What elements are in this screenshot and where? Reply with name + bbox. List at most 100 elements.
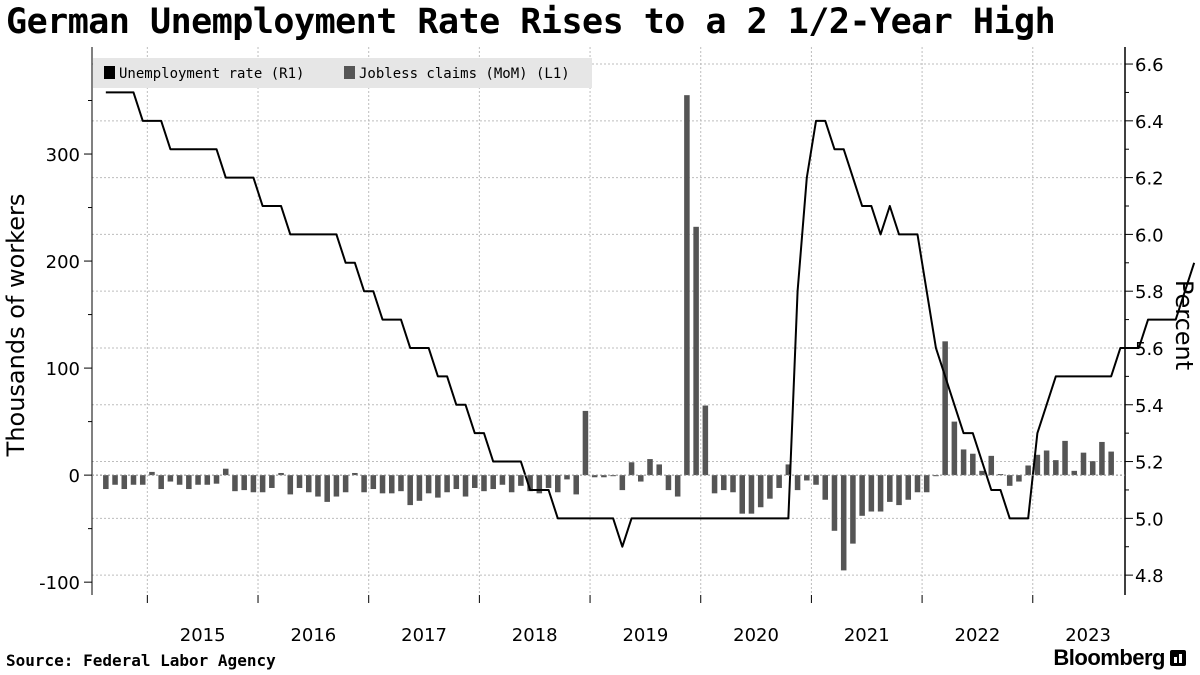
year-label: 2019 — [622, 625, 668, 646]
jobless-claims-bar — [564, 475, 570, 480]
left-axis-ticks: -100 0 100 200 300 — [39, 100, 92, 594]
jobless-claims-bar — [250, 475, 257, 493]
right-tick-label: 6.0 — [1135, 225, 1164, 246]
jobless-claims-bar — [1062, 440, 1068, 476]
jobless-claims-bar — [739, 475, 745, 514]
unemployment-rate-line — [105, 91, 1196, 548]
left-tick-label: 300 — [46, 145, 80, 166]
year-label: 2023 — [1065, 625, 1111, 646]
jobless-claims-bar — [767, 475, 773, 499]
jobless-claims-bar — [398, 475, 404, 492]
left-tick-label: 200 — [46, 252, 80, 273]
jobless-claims-bar — [647, 459, 653, 476]
year-label: 2017 — [401, 625, 447, 646]
jobless-claims-bar — [416, 475, 423, 501]
year-label: 2022 — [955, 625, 1001, 646]
jobless-claims-bar — [361, 475, 367, 493]
jobless-claims-bar — [997, 474, 1004, 476]
jobless-claims-bar — [370, 475, 377, 490]
jobless-claims-bar — [1108, 451, 1114, 476]
right-tick-label: 5.8 — [1135, 282, 1164, 303]
brand-name: Bloomberg — [1053, 645, 1165, 670]
jobless-claims-bar — [490, 475, 496, 490]
jobless-claims-bar — [278, 472, 284, 476]
legend-background — [93, 58, 592, 88]
jobless-claims-bar — [813, 475, 819, 485]
jobless-claims-bar — [656, 464, 662, 476]
legend-swatch-unemployment-rate — [104, 66, 115, 79]
jobless-claims-bar — [1080, 452, 1087, 476]
right-tick-label: 5.4 — [1135, 396, 1164, 417]
jobless-claims-bar — [619, 475, 626, 491]
jobless-claims-bar — [1006, 475, 1013, 486]
jobless-claims-bar — [472, 475, 478, 488]
jobless-claims-bar — [610, 475, 616, 477]
jobless-claims-bar — [721, 475, 727, 491]
jobless-claims-bar — [527, 475, 533, 492]
jobless-claims-bar — [444, 475, 450, 493]
jobless-claims-bar — [951, 421, 958, 476]
jobless-claims-bar — [536, 475, 543, 494]
jobless-claims-bar — [591, 475, 598, 478]
jobless-claims-bar — [850, 475, 856, 544]
jobless-claims-bar — [518, 475, 524, 486]
jobless-claims-bar — [213, 475, 220, 484]
jobless-claims-bar — [462, 475, 469, 497]
jobless-claims-bar — [702, 405, 709, 476]
right-tick-label: 5.2 — [1135, 453, 1164, 474]
jobless-claims-bar — [195, 475, 201, 485]
jobless-claims-bar — [435, 475, 441, 498]
right-axis-ticks: 4.8 5.0 5.2 5.4 5.6 5.8 6.0 6.2 6.4 6.6 — [1125, 55, 1164, 587]
jobless-claims-bar — [296, 475, 303, 488]
jobless-claims-bar — [1071, 470, 1078, 476]
bloomberg-logo: Bloomberg — [1053, 645, 1186, 671]
jobless-claims-bar — [582, 410, 589, 476]
jobless-claims-bar — [222, 468, 229, 476]
left-axis-title: Thousands of workers — [2, 194, 30, 458]
jobless-claims-bar — [130, 475, 137, 485]
year-label: 2020 — [733, 625, 779, 646]
jobless-claims-bar — [979, 470, 985, 476]
right-tick-label: 6.2 — [1135, 169, 1164, 190]
jobless-claims-bar — [905, 475, 912, 500]
jobless-claims-bar — [1043, 450, 1050, 476]
jobless-claims-bar — [232, 475, 238, 492]
jobless-claims-bar — [315, 475, 321, 497]
jobless-claims-bar — [204, 475, 211, 485]
jobless-claims-bar — [167, 475, 174, 482]
jobless-claims-bar — [840, 475, 847, 571]
jobless-claims-bar — [711, 475, 718, 494]
jobless-claims-bar — [674, 475, 681, 497]
jobless-claims-bar — [573, 475, 579, 495]
jobless-claims-bar — [923, 475, 930, 493]
jobless-claims-bar — [508, 475, 515, 493]
jobless-claims-bar — [176, 475, 183, 485]
jobless-claims-bar — [259, 475, 266, 493]
right-tick-label: 5.6 — [1135, 339, 1164, 360]
right-tick-label: 6.4 — [1135, 112, 1164, 133]
jobless-claims-bar — [407, 475, 413, 506]
jobless-claims-bar — [139, 475, 146, 485]
right-axis-title: Percent — [1170, 280, 1198, 370]
jobless-claims-bar — [545, 475, 552, 488]
right-tick-label: 4.8 — [1135, 566, 1164, 587]
jobless-claims-bar — [388, 475, 395, 494]
jobless-claims-bar — [988, 455, 995, 476]
jobless-claims-bar — [241, 475, 247, 491]
year-label: 2016 — [290, 625, 336, 646]
jobless-claims-bar — [859, 475, 865, 516]
jobless-claims-bar — [785, 464, 792, 476]
jobless-claims-bar — [601, 475, 607, 478]
legend-label-jobless-claims: Jobless claims (MoM) (L1) — [359, 66, 570, 82]
year-label: 2015 — [180, 625, 226, 646]
legend: Unemployment rate (R1) Jobless claims (M… — [93, 58, 592, 88]
chart-title: German Unemployment Rate Rises to a 2 1/… — [6, 2, 1056, 42]
left-tick-label: 100 — [46, 359, 80, 380]
jobless-claims-bar — [868, 475, 875, 512]
jobless-claims-bar — [333, 475, 340, 497]
jobless-claims-bar — [757, 475, 764, 508]
left-tick-label: -100 — [39, 573, 80, 594]
jobless-claims-bar — [1034, 454, 1041, 476]
jobless-claims-bars — [103, 95, 1114, 571]
